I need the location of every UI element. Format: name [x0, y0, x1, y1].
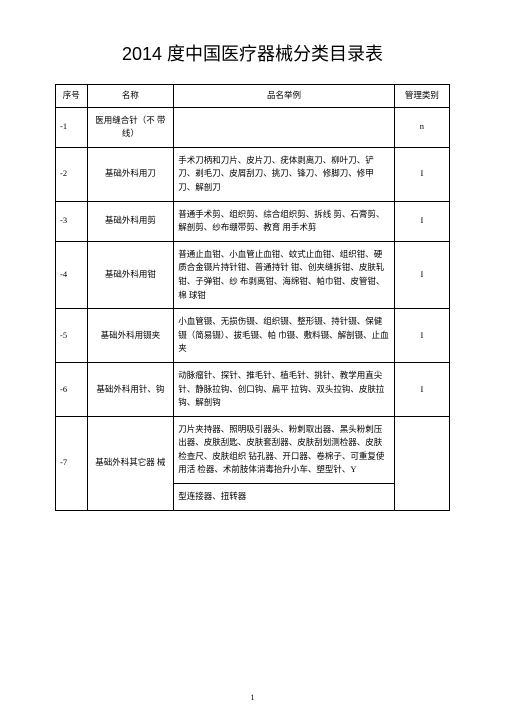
- table-row: -1 医用缝合针（不 带 线） n: [56, 107, 450, 147]
- cell-mgmt: I: [394, 362, 449, 416]
- cell-seq: -4: [56, 241, 88, 308]
- cell-mgmt: n: [394, 107, 449, 147]
- cell-name: 基础外科用镊夹: [87, 309, 174, 363]
- header-example: 品名举例: [174, 85, 395, 108]
- cell-example: [174, 107, 395, 147]
- document-page: 2014 度中国医疗器械分类目录表 序号 名称 品名举例 管理类别 -1 医用缝…: [0, 0, 505, 714]
- table-header-row: 序号 名称 品名举例 管理类别: [56, 85, 450, 108]
- header-name: 名称: [87, 85, 174, 108]
- cell-mgmt: I: [394, 241, 449, 308]
- table-row: -4 基础外科用钳 普通止血钳、小血管止血钳、蚊式止血钳、组织钳、硬质合金镊片持…: [56, 241, 450, 308]
- header-seq: 序号: [56, 85, 88, 108]
- cell-name: 基础外科用刀: [87, 147, 174, 201]
- table-row: -7 基础外科其它器 械 刀片夹持器、照明吸引器头、粉刺取出器、黑头粉刺压出器、…: [56, 416, 450, 483]
- cell-seq: -2: [56, 147, 88, 201]
- cell-example: 动脉瘤针、探针、推毛针、植毛针、挑针、教学用直尖针、静脉拉钩、创口钩、扁平 拉钩…: [174, 362, 395, 416]
- cell-mgmt: I: [394, 201, 449, 241]
- table-row: -6 基础外科用针、钩 动脉瘤针、探针、推毛针、植毛针、挑针、教学用直尖针、静脉…: [56, 362, 450, 416]
- cell-example: 手术刀柄和刀片、皮片刀、疣体剥离刀、柳叶刀、铲刀、剃毛刀、皮屑刮刀、挑刀、锋刀、…: [174, 147, 395, 201]
- cell-seq: -1: [56, 107, 88, 147]
- document-title: 2014 度中国医疗器械分类目录表: [55, 40, 450, 66]
- cell-example: 小血管镊、无损伤镊、组织镊、整形镊、持针镊、保健镊（简易镊）、拔毛镊、帕 巾镊、…: [174, 309, 395, 363]
- cell-name: 基础外科其它器 械: [87, 416, 174, 510]
- table-row: -3 基础外科用剪 普通手术剪、组织剪、综合组织剪、拆线 剪、石膏剪、解剖剪、纱…: [56, 201, 450, 241]
- catalog-table: 序号 名称 品名举例 管理类别 -1 医用缝合针（不 带 线） n -2 基础外…: [55, 84, 450, 511]
- table-row: -5 基础外科用镊夹 小血管镊、无损伤镊、组织镊、整形镊、持针镊、保健镊（简易镊…: [56, 309, 450, 363]
- cell-seq: -5: [56, 309, 88, 363]
- page-number: 1: [0, 693, 505, 702]
- header-mgmt: 管理类别: [394, 85, 449, 108]
- table-row: -2 基础外科用刀 手术刀柄和刀片、皮片刀、疣体剥离刀、柳叶刀、铲刀、剃毛刀、皮…: [56, 147, 450, 201]
- cell-example: 普通止血钳、小血管止血钳、蚊式止血钳、组织钳、硬质合金镊片持针钳、普通持针 钳、…: [174, 241, 395, 308]
- cell-name: 基础外科用针、钩: [87, 362, 174, 416]
- cell-seq: -7: [56, 416, 88, 510]
- cell-name: 基础外科用剪: [87, 201, 174, 241]
- cell-name: 基础外科用钳: [87, 241, 174, 308]
- cell-mgmt: [394, 416, 449, 510]
- cell-example: 刀片夹持器、照明吸引器头、粉刺取出器、黑头粉刺压出器、皮肤刮匙、皮肤套刮器、皮肤…: [174, 416, 395, 483]
- table-body: -1 医用缝合针（不 带 线） n -2 基础外科用刀 手术刀柄和刀片、皮片刀、…: [56, 107, 450, 510]
- cell-seq: -6: [56, 362, 88, 416]
- cell-mgmt: I: [394, 147, 449, 201]
- cell-mgmt: I: [394, 309, 449, 363]
- cell-example: 型连接器、扭转器: [174, 484, 395, 511]
- cell-seq: -3: [56, 201, 88, 241]
- cell-example: 普通手术剪、组织剪、综合组织剪、拆线 剪、石膏剪、解剖剪、纱布绷带剪、教育 用手…: [174, 201, 395, 241]
- cell-name: 医用缝合针（不 带 线）: [87, 107, 174, 147]
